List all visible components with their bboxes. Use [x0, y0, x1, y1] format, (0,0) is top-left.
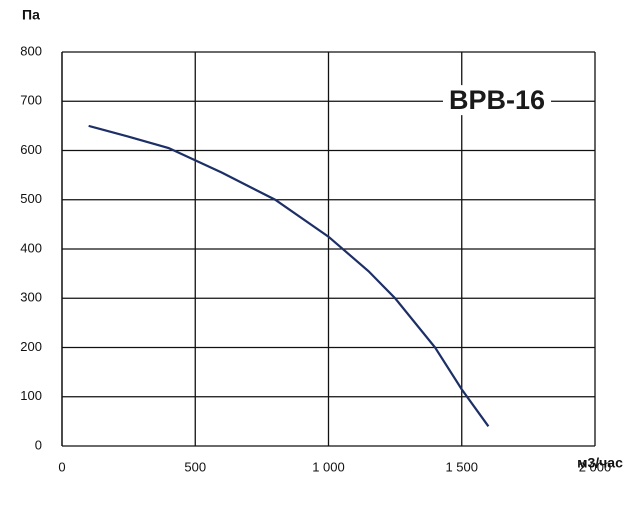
- y-tick-label: 800: [20, 43, 42, 58]
- x-tick-label: 0: [58, 459, 65, 474]
- y-tick-label: 700: [20, 93, 42, 108]
- y-tick-label: 400: [20, 240, 42, 255]
- y-tick-label: 200: [20, 339, 42, 354]
- y-tick-label: 0: [35, 437, 42, 452]
- y-tick-label: 300: [20, 290, 42, 305]
- x-tick-label: 500: [184, 459, 206, 474]
- x-axis-label: м3/час: [577, 455, 623, 471]
- annotation: BPB-16: [449, 85, 545, 115]
- y-tick-label: 600: [20, 142, 42, 157]
- y-tick-label: 100: [20, 388, 42, 403]
- x-tick-label: 2 000: [579, 459, 612, 474]
- y-tick-label: 500: [20, 191, 42, 206]
- x-tick-label: 1 000: [312, 459, 345, 474]
- y-axis-label: Па: [22, 7, 40, 23]
- x-tick-label: 1 500: [445, 459, 478, 474]
- data-line: [88, 124, 490, 427]
- annotation-bg: [442, 85, 552, 116]
